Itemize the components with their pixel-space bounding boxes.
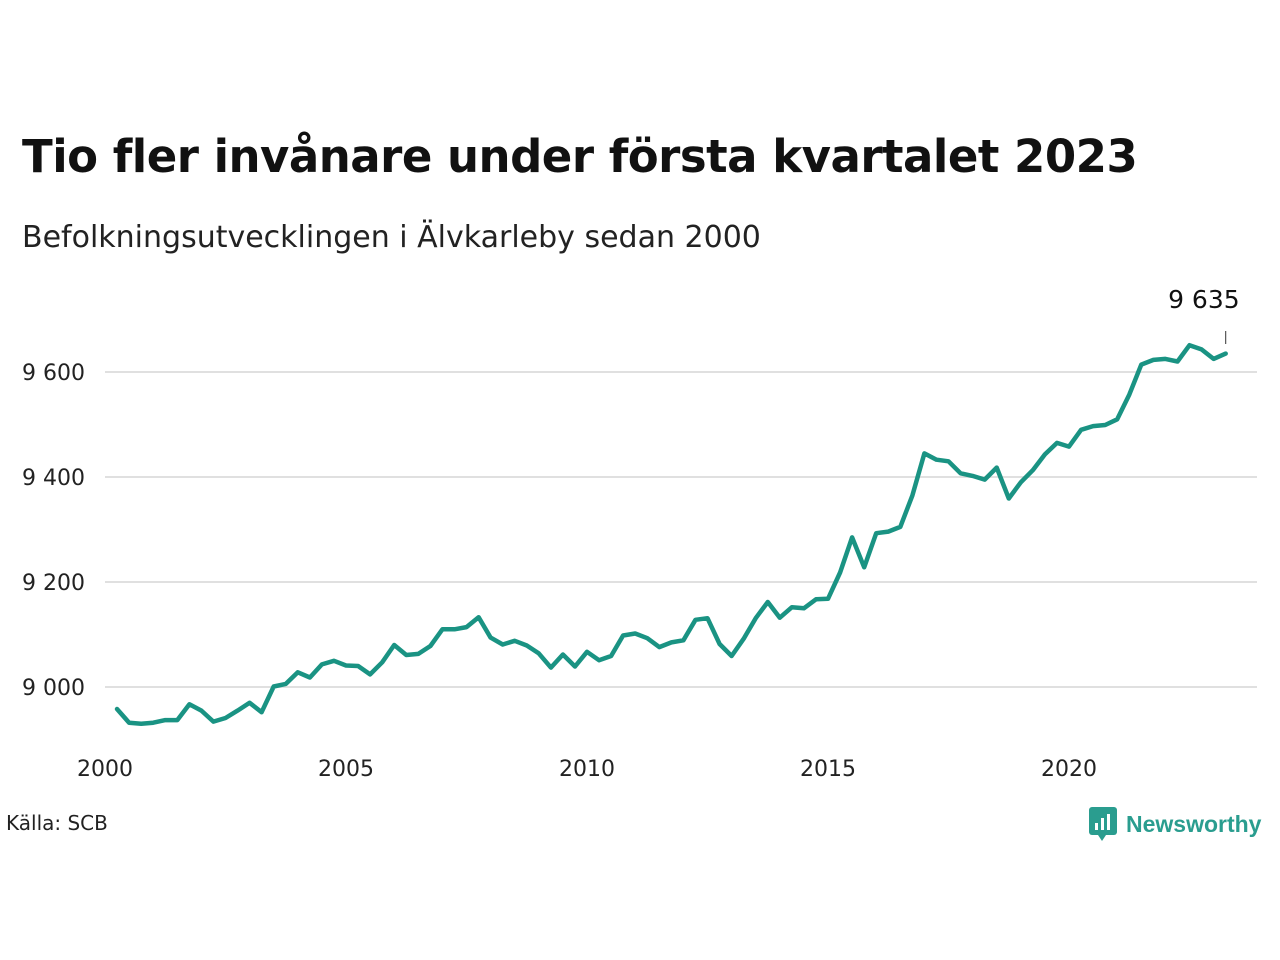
chart-title: Tio fler invånare under första kvartalet… [22,130,1138,183]
y-tick-label: 9 600 [22,361,85,386]
series-population [114,342,1228,727]
gridlines [105,371,1257,688]
end-annotation: 9 635 [1168,285,1240,344]
y-axis-ticks: 9 000 9 200 9 400 9 600 [22,361,85,701]
source-note: Källa: SCB [6,811,108,835]
x-tick-label: 2020 [1041,757,1097,782]
y-tick-label: 9 400 [22,466,85,491]
y-tick-label: 9 000 [22,676,85,701]
brand-name: Newsworthy [1126,810,1262,837]
x-tick-label: 2005 [318,757,374,782]
newsworthy-logo: Newsworthy [1088,804,1261,844]
annotation-label: 9 635 [1168,285,1240,314]
x-tick-label: 2015 [800,757,856,782]
chart-subtitle: Befolkningsutvecklingen i Älvkarleby sed… [22,220,761,255]
x-tick-label: 2000 [77,757,133,782]
series-line-0 [114,342,1228,727]
x-axis-ticks: 2000 2005 2010 2015 2020 [77,757,1097,782]
x-tick-label: 2010 [559,757,615,782]
newsworthy-logo-icon [1089,807,1117,841]
y-tick-label: 9 200 [22,571,85,596]
